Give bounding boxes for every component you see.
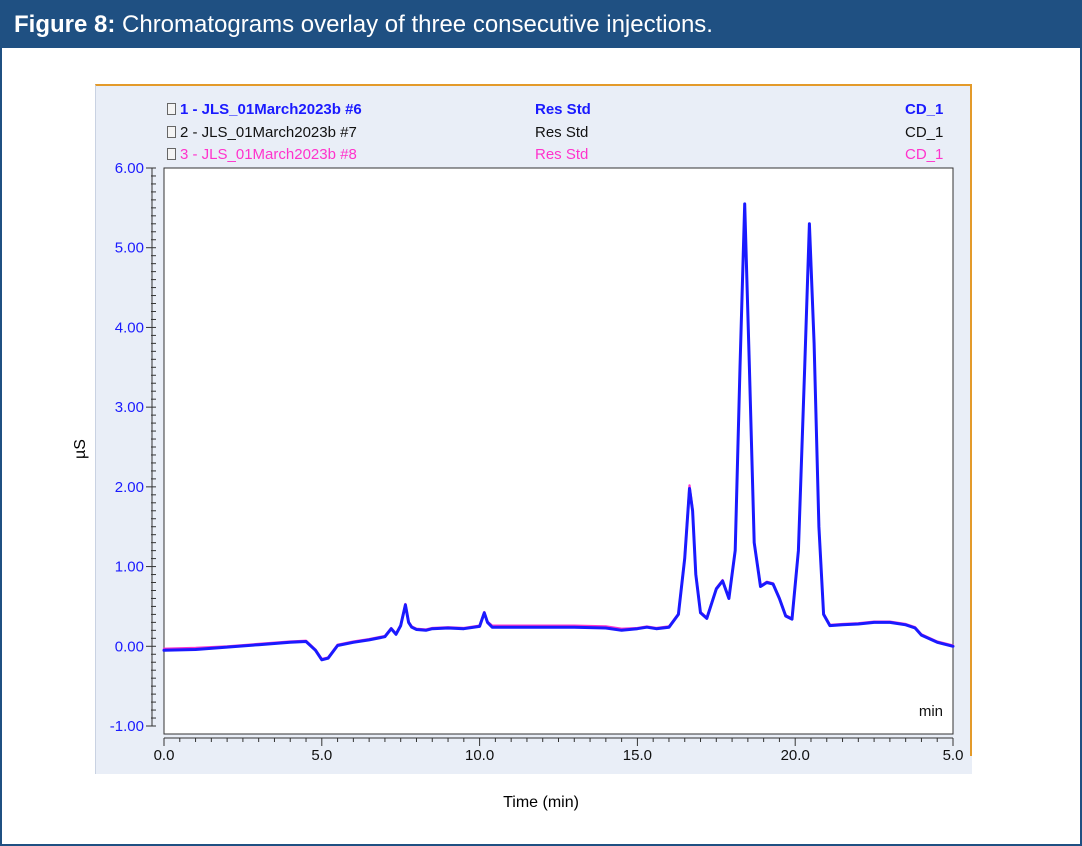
y-tick-label: 3.00 [115, 399, 144, 416]
legend-row-3: 3 - JLS_01March2023b #8 [167, 146, 357, 163]
chromatogram-icon [167, 148, 176, 160]
y-axis: -1.00 0.00 1.00 2.00 3.00 4.00 5.00 6.00 [110, 160, 156, 735]
legend-series-detector: CD_1 [905, 101, 944, 118]
x-axis: 0.0 5.0 10.0 15.0 20.0 5.0 [154, 737, 964, 764]
x-tick-label: 5.0 [311, 747, 332, 764]
legend-series-detector: CD_1 [905, 146, 944, 163]
legend-series-type: Res Std [535, 146, 589, 163]
y-tick-label: 6.00 [115, 160, 144, 177]
figure-header: Figure 8: Chromatograms overlay of three… [2, 2, 1080, 48]
chromatogram-icon [167, 103, 176, 115]
legend-series-type: Res Std [535, 101, 591, 118]
legend-row-2: 2 - JLS_01March2023b #7 [167, 124, 357, 141]
y-tick-label: 1.00 [115, 559, 144, 576]
x-tick-label: 0.0 [154, 747, 175, 764]
legend-series-name: 2 - JLS_01March2023b #7 [180, 124, 357, 141]
y-axis-title: µS [72, 439, 89, 459]
y-tick-label: 0.00 [115, 638, 144, 655]
x-tick-label: 15.0 [623, 747, 652, 764]
figure-label: Figure 8: [14, 11, 116, 38]
x-tick-label: 20.0 [781, 747, 810, 764]
plot-area [163, 167, 954, 735]
x-axis-title: Time (min) [503, 794, 579, 811]
series-group [162, 202, 955, 662]
legend-series-type: Res Std [535, 124, 589, 141]
legend-series-name: 1 - JLS_01March2023b #6 [180, 101, 362, 118]
y-tick-label: 5.00 [115, 240, 144, 257]
x-tick-label: 10.0 [465, 747, 494, 764]
y-tick-label: -1.00 [110, 718, 144, 735]
x-tick-label: 5.0 [943, 747, 964, 764]
y-tick-label: 4.00 [115, 319, 144, 336]
series-line-1 [162, 202, 955, 662]
legend-series-detector: CD_1 [905, 124, 944, 141]
chromatogram-icon [167, 126, 176, 138]
x-unit-label: min [919, 703, 943, 720]
legend-row-1: 1 - JLS_01March2023b #6 [167, 101, 362, 118]
figure-caption: Chromatograms overlay of three consecuti… [115, 11, 713, 38]
panel-border-right [970, 86, 972, 756]
y-tick-label: 2.00 [115, 479, 144, 496]
legend-series-name: 3 - JLS_01March2023b #8 [180, 146, 357, 163]
